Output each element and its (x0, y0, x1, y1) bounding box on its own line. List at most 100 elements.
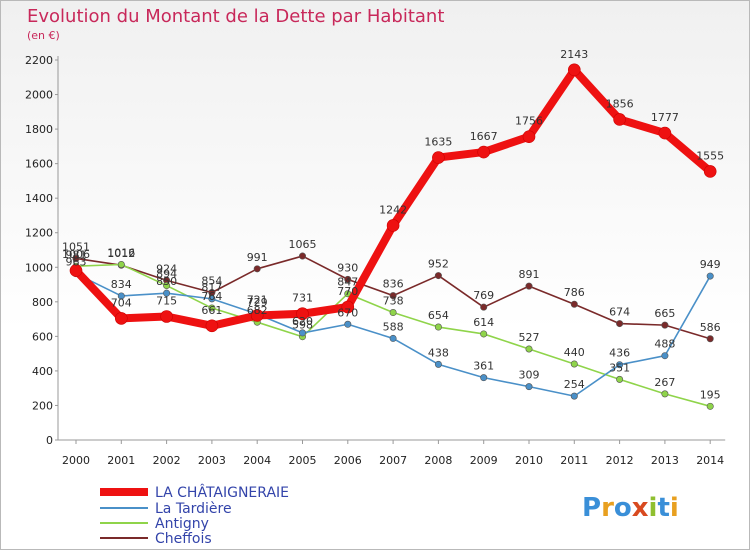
x-tick-label: 2001 (107, 454, 135, 467)
chart-subtitle: (en €) (27, 29, 60, 42)
chart-title: Evolution du Montant de la Dette par Hab… (27, 6, 444, 27)
point-antigny (706, 402, 714, 410)
point-antigny (208, 304, 216, 312)
data-label-la-tardiere: 254 (564, 378, 585, 391)
data-label-antigny: 527 (519, 331, 540, 344)
point-antigny (525, 345, 533, 353)
point-cheffois (72, 254, 80, 262)
point-la-tardiere (344, 320, 352, 328)
point-la-chataigneraie (613, 113, 626, 126)
x-tick-label: 2012 (606, 454, 634, 467)
point-la-chataigneraie (205, 319, 219, 333)
data-label-cheffois: 674 (609, 306, 630, 319)
data-label-antigny: 267 (654, 376, 675, 389)
x-tick-label: 2008 (424, 454, 452, 467)
point-la-tardiere (389, 334, 397, 342)
data-label-antigny: 1006 (62, 248, 90, 261)
y-tick-label: 1800 (25, 123, 53, 136)
data-label-la-chataigneraie: 1756 (515, 115, 543, 128)
x-tick-label: 2006 (334, 454, 362, 467)
data-label-cheffois: 1012 (107, 247, 135, 260)
point-antigny (616, 375, 624, 383)
data-label-la-chataigneraie: 1555 (696, 149, 724, 162)
svg-text:Proxiti: Proxiti (582, 493, 679, 523)
data-label-la-tardiere: 963 (66, 256, 87, 269)
data-label-antigny: 847 (337, 276, 358, 289)
data-label-la-tardiere: 729 (247, 296, 268, 309)
data-label-la-chataigneraie: 1667 (470, 130, 498, 143)
data-label-cheffois: 586 (700, 321, 721, 334)
proxiti-logo: Proxiti (582, 493, 679, 523)
data-label-la-tardiere: 620 (292, 315, 313, 328)
x-tick-label: 2014 (696, 454, 724, 467)
data-label-la-chataigneraie: 1242 (379, 203, 407, 216)
legend-label-cheffois: Cheffois (155, 531, 212, 547)
data-label-la-chataigneraie: 731 (292, 292, 313, 305)
data-label-antigny: 654 (428, 309, 449, 322)
point-antigny (480, 330, 488, 338)
point-la-tardiere (616, 361, 624, 369)
point-la-chataigneraie (522, 130, 536, 143)
point-la-chataigneraie (341, 300, 355, 314)
x-tick-label: 2002 (153, 454, 181, 467)
x-tick-label: 2005 (289, 454, 317, 467)
point-la-tardiere (163, 289, 171, 297)
point-la-chataigneraie (432, 151, 445, 164)
x-tick-label: 2004 (243, 454, 271, 467)
data-label-la-chataigneraie: 1856 (606, 97, 634, 110)
y-tick-label: 2200 (25, 54, 53, 67)
data-label-cheffois: 924 (156, 262, 177, 275)
data-label-cheffois: 1051 (62, 240, 90, 253)
point-cheffois (389, 292, 397, 300)
point-antigny (117, 261, 125, 269)
point-la-chataigneraie (386, 219, 400, 232)
data-labels: 1051 1012 924 854 991 1065 930 836 952 769 891 786 6… (62, 48, 724, 401)
point-cheffois (253, 265, 261, 273)
point-cheffois (344, 275, 352, 283)
y-tick-label: 1600 (25, 158, 53, 171)
point-cheffois (570, 300, 578, 308)
data-label-la-chataigneraie: 981 (66, 249, 87, 262)
point-la-chataigneraie (477, 145, 491, 159)
point-la-chataigneraie (658, 126, 672, 140)
x-tick-label: 2003 (198, 454, 226, 467)
data-label-la-chataigneraie: 1635 (424, 136, 452, 149)
point-la-chataigneraie (160, 310, 173, 323)
y-tick-label: 600 (32, 330, 53, 343)
y-tick-label: 1200 (25, 227, 53, 240)
point-antigny (570, 360, 578, 368)
data-label-la-chataigneraie: 1777 (651, 111, 679, 124)
point-cheffois (706, 335, 714, 343)
data-label-cheffois: 854 (201, 274, 222, 287)
y-tick-label: 800 (32, 296, 53, 309)
point-cheffois (616, 320, 624, 328)
data-label-la-chataigneraie: 721 (247, 293, 268, 306)
point-la-tardiere (117, 292, 125, 300)
data-label-la-tardiere: 817 (201, 281, 222, 294)
data-label-cheffois: 952 (428, 258, 449, 271)
point-la-tardiere (434, 360, 442, 368)
point-cheffois (434, 272, 442, 280)
data-label-la-tardiere: 309 (519, 369, 540, 382)
x-tick-label: 2009 (470, 454, 498, 467)
point-cheffois (480, 303, 488, 311)
y-tick-label: 200 (32, 399, 53, 412)
data-label-cheffois: 769 (473, 289, 494, 302)
point-la-tardiere (525, 383, 533, 391)
data-label-la-tardiere: 488 (654, 338, 675, 351)
x-tick-label: 2010 (515, 454, 543, 467)
point-cheffois (661, 321, 669, 329)
data-label-antigny: 440 (564, 346, 585, 359)
point-antigny (163, 282, 171, 290)
data-label-la-tardiere: 834 (111, 278, 132, 291)
data-label-antigny: 351 (609, 361, 630, 374)
data-label-la-chataigneraie: 715 (156, 295, 177, 308)
data-label-antigny: 195 (700, 388, 721, 401)
data-label-la-tardiere: 361 (473, 360, 494, 373)
data-label-la-tardiere: 670 (337, 306, 358, 319)
legend: LA CHÂTAIGNERAIE La Tardière Antigny Che… (100, 483, 289, 547)
point-la-tardiere (570, 392, 578, 400)
point-la-tardiere (298, 329, 306, 337)
data-label-la-tardiere: 850 (156, 275, 177, 288)
